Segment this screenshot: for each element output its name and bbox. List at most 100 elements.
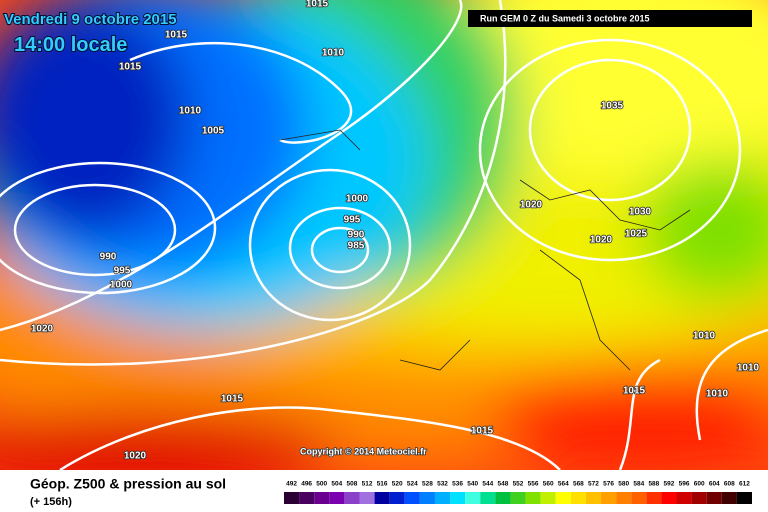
scale-label: 524 — [407, 481, 418, 488]
scale-label: 512 — [362, 481, 373, 488]
scale-label: 496 — [301, 481, 312, 488]
isobar-label: 1015 — [306, 0, 329, 10]
isobar-label: 1010 — [693, 331, 716, 342]
scale-label: 556 — [528, 481, 539, 488]
scale-swatch — [510, 492, 526, 504]
isobar-label: 1010 — [706, 389, 729, 400]
scale-swatch — [299, 492, 315, 504]
scale-swatch — [495, 492, 511, 504]
copyright: Copyright © 2014 Meteociel.fr — [300, 446, 427, 456]
isobar-label: 1020 — [590, 235, 613, 246]
scale-swatch — [344, 492, 360, 504]
isobar-label: 1020 — [124, 451, 147, 462]
isobar-label: 1015 — [623, 386, 646, 397]
scale-swatch — [314, 492, 330, 504]
scale-swatch — [434, 492, 451, 504]
scale-swatch — [661, 492, 677, 504]
footer — [0, 470, 768, 512]
isobar-label: 1010 — [322, 48, 345, 59]
scale-label: 608 — [724, 481, 735, 488]
scale-label: 580 — [618, 481, 629, 488]
scale-swatch — [736, 492, 752, 504]
isobars — [0, 0, 768, 470]
scale-swatch — [646, 492, 662, 504]
isobar-label: 1015 — [471, 426, 494, 437]
scale-label: 520 — [392, 481, 403, 488]
isobar-label: 995 — [344, 215, 361, 226]
field — [0, 0, 768, 470]
scale-label: 552 — [513, 481, 524, 488]
scale-label: 536 — [452, 481, 463, 488]
scale-swatch — [631, 492, 647, 504]
scale-label: 508 — [347, 481, 358, 488]
isobar-label: 1010 — [737, 363, 760, 374]
isobar-label: 990 — [100, 252, 117, 263]
scale-label: 596 — [679, 481, 690, 488]
scale-label: 548 — [497, 481, 508, 488]
isobar-label: 1025 — [625, 229, 648, 240]
run-box — [468, 10, 752, 27]
scale-label: 588 — [648, 481, 659, 488]
scale-swatch — [721, 492, 737, 504]
scale-label: 540 — [467, 481, 478, 488]
scale-label: 564 — [558, 481, 569, 488]
scale-label: 612 — [739, 481, 750, 488]
scale-label: 500 — [316, 481, 327, 488]
footer-lead: (+ 156h) — [30, 496, 72, 508]
scale-label: 504 — [331, 481, 342, 488]
scale-swatch — [404, 492, 420, 504]
isobar-label: 1015 — [119, 62, 142, 73]
isobar-label: 1000 — [346, 194, 369, 205]
isobar-label: 1000 — [110, 280, 133, 291]
scale-swatch — [450, 492, 466, 504]
scale-swatch — [540, 492, 556, 504]
coastlines — [279, 129, 691, 371]
scale-swatch — [676, 492, 692, 504]
footer-title: Géop. Z500 & pression au sol — [30, 476, 226, 492]
isobar-label: 1005 — [202, 126, 225, 137]
scale-label: 544 — [482, 481, 493, 488]
scale-swatch — [570, 492, 586, 504]
scale-label: 528 — [422, 481, 433, 488]
scale-label: 576 — [603, 481, 614, 488]
scale-swatch — [691, 492, 707, 504]
scale-swatch — [465, 492, 481, 504]
scale-swatch — [706, 492, 722, 504]
scale-label: 532 — [437, 481, 448, 488]
isobar-label: 985 — [348, 241, 365, 252]
time: 14:00 locale — [14, 34, 127, 56]
scale-swatch — [284, 492, 300, 504]
isobar-label: 1030 — [629, 207, 652, 218]
isobar-label: 1010 — [179, 106, 202, 117]
scale-label: 568 — [573, 481, 584, 488]
scale-swatch — [585, 492, 602, 504]
scale-swatch — [616, 492, 632, 504]
isobar-label: 1035 — [601, 101, 624, 112]
scale-swatch — [389, 492, 405, 504]
run: Run GEM 0 Z du Samedi 3 octobre 2015 — [480, 13, 650, 23]
scale-swatch — [419, 492, 435, 504]
scale-label: 592 — [664, 481, 675, 488]
scale-swatch — [374, 492, 390, 504]
scale-label: 492 — [286, 481, 297, 488]
scale-swatch — [525, 492, 541, 504]
date: Vendredi 9 octobre 2015 — [4, 11, 177, 28]
scale-label: 572 — [588, 481, 599, 488]
scale-swatch — [480, 492, 496, 504]
isobar-label: 1015 — [165, 30, 188, 41]
isobar-label: 1015 — [221, 394, 244, 405]
scale-swatch — [555, 492, 571, 504]
isobar-label: 1020 — [520, 200, 543, 211]
isobar-label: 990 — [348, 230, 365, 241]
scale-label: 604 — [709, 481, 720, 488]
scale-label: 516 — [377, 481, 388, 488]
scale-label: 560 — [543, 481, 554, 488]
scale-label: 584 — [633, 481, 644, 488]
scale-swatch — [329, 492, 345, 504]
isobar-label: 1020 — [31, 324, 54, 335]
scale-swatch — [601, 492, 617, 504]
scale-swatch — [359, 492, 375, 504]
isobar-label: 995 — [114, 266, 131, 277]
scale-label: 600 — [694, 481, 705, 488]
